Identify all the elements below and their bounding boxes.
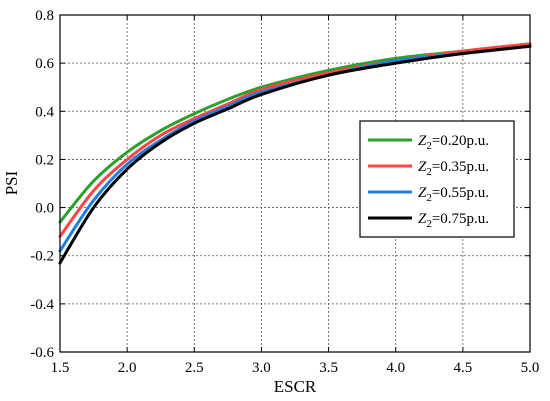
series-line-3 (58, 44, 532, 253)
x-tick-label: 4.0 (386, 360, 405, 376)
x-tick-label: 3.5 (319, 360, 338, 376)
x-tick-label: 1.5 (51, 360, 70, 376)
y-tick-label: 0.6 (35, 56, 54, 72)
plot-frame (59, 14, 531, 353)
y-tick-label: 0.4 (35, 104, 54, 120)
x-tick-label: 2.0 (118, 360, 137, 376)
legend-entry-label: Z2=0.75p.u. (418, 211, 489, 230)
y-tick-label: 0.8 (35, 8, 54, 24)
legend-entry-label: Z2=0.35p.u. (418, 159, 489, 178)
y-tick-label: -0.2 (30, 249, 54, 265)
series-line-4 (58, 44, 532, 265)
tick-labels: 1.5 2.0 2.5 3.0 3.5 4.0 4.5 5.0 -0.6 -0.4 -0.2 0.0 0… (30, 8, 539, 376)
x-tick-label: 5.0 (521, 360, 540, 376)
ticks (59, 14, 531, 353)
series-lines (58, 42, 532, 265)
legend: Z2=0.20p.u. Z2=0.35p.u. Z2=0.55p.u. Z2=0.75… (359, 120, 515, 238)
x-tick-label: 3.0 (252, 360, 271, 376)
legend-entry-label: Z2=0.20p.u. (418, 133, 489, 152)
x-tick-label: 4.5 (453, 360, 472, 376)
x-axis-title: ESCR (274, 377, 317, 396)
x-tick-label: 2.5 (185, 360, 204, 376)
y-tick-label: 0.0 (35, 201, 54, 217)
y-tick-label: 0.2 (35, 152, 54, 168)
y-tick-label: -0.4 (30, 297, 54, 313)
legend-entry-label: Z2=0.55p.u. (418, 185, 489, 204)
y-tick-label: -0.6 (30, 345, 54, 361)
y-axis-title: PSI (2, 170, 21, 195)
